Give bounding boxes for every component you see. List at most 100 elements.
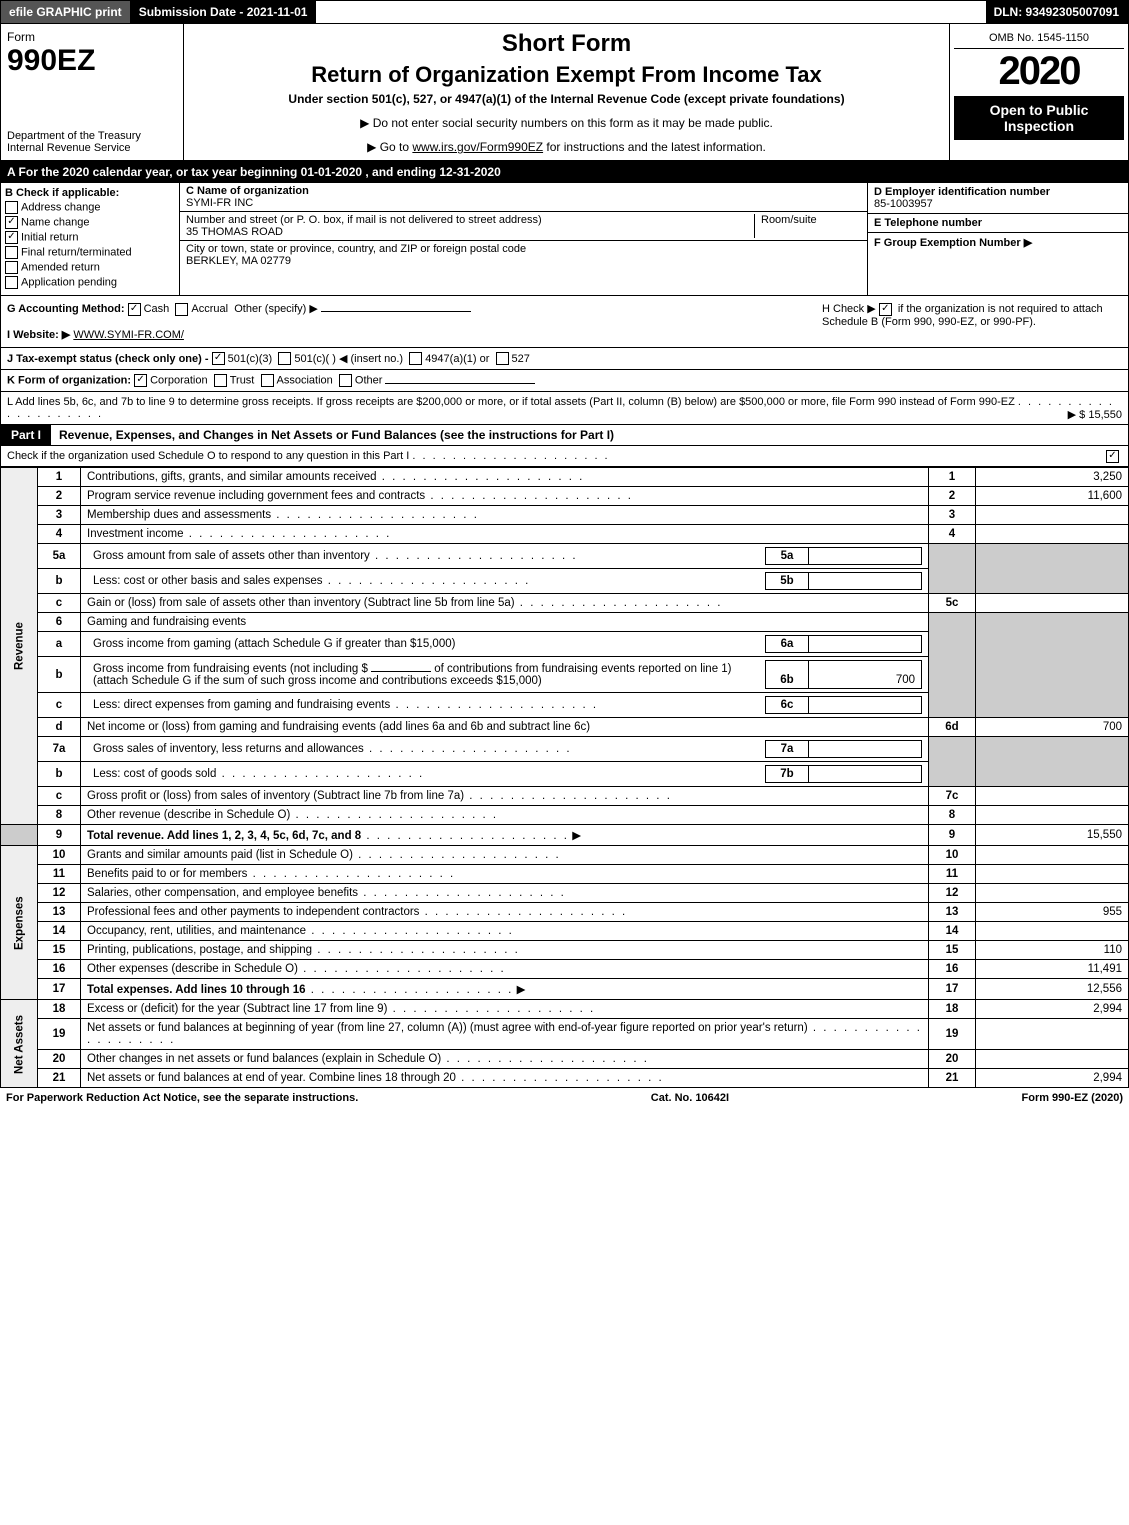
room-label: Room/suite [761,214,817,226]
line5a-innerbox: 5a [766,548,809,565]
line1-num: 1 [38,468,81,487]
line1-desc: Contributions, gifts, grants, and simila… [87,471,377,483]
line16-desc: Other expenses (describe in Schedule O) [87,963,298,975]
line6d-amt: 700 [976,718,1129,737]
part1-title: Revenue, Expenses, and Changes in Net As… [51,428,614,442]
line20-box: 20 [929,1050,976,1069]
line-6: 6 Gaming and fundraising events [1,613,1129,632]
cb-name-change[interactable]: Name change [5,216,175,229]
line5ab-shaded-amt [976,544,1129,594]
k-other: Other [355,375,383,387]
g-accrual: Accrual [191,303,228,315]
k-assoc-checkbox[interactable] [261,374,274,387]
cb-initial-return[interactable]: Initial return [5,231,175,244]
line6d-box: 6d [929,718,976,737]
line7ab-shaded-box [929,737,976,787]
k-other-checkbox[interactable] [339,374,352,387]
omb-number: OMB No. 1545-1150 [954,28,1124,49]
addr-value: 35 THOMAS ROAD [186,226,283,238]
line11-amt [976,865,1129,884]
line-7a: 7a Gross sales of inventory, less return… [1,737,1129,762]
cb-amended-return[interactable]: Amended return [5,261,175,274]
line12-num: 12 [38,884,81,903]
row-l: L Add lines 5b, 6c, and 7b to line 9 to … [0,392,1129,425]
line15-num: 15 [38,941,81,960]
line-18: Net Assets 18 Excess or (deficit) for th… [1,1000,1129,1019]
dept-irs: Internal Revenue Service [7,142,177,154]
line20-amt [976,1050,1129,1069]
form-number: 990EZ [7,44,95,77]
instr2-suffix: for instructions and the latest informat… [546,140,765,154]
line13-box: 13 [929,903,976,922]
line8-amt [976,806,1129,825]
cb-final-return[interactable]: Final return/terminated [5,246,175,259]
line-13: 13 Professional fees and other payments … [1,903,1129,922]
h-checkbox[interactable] [879,303,892,316]
form-header: Form 990EZ Department of the Treasury In… [0,24,1129,161]
line-8: 8 Other revenue (describe in Schedule O)… [1,806,1129,825]
line18-desc: Excess or (deficit) for the year (Subtra… [87,1003,387,1015]
g-cash-checkbox[interactable] [128,303,141,316]
g-accrual-checkbox[interactable] [175,303,188,316]
line17-amt: 12,556 [976,979,1129,1000]
line6b-num: b [38,657,81,693]
instr-1: ▶ Do not enter social security numbers o… [190,116,943,130]
i-website-link[interactable]: WWW.SYMI-FR.COM/ [73,329,184,341]
line21-box: 21 [929,1069,976,1088]
efile-print-button[interactable]: efile GRAPHIC print [1,1,131,23]
line19-amt [976,1019,1129,1050]
j-4947-checkbox[interactable] [409,352,422,365]
line-7c: c Gross profit or (loss) from sales of i… [1,787,1129,806]
j-501c-checkbox[interactable] [278,352,291,365]
row-j: J Tax-exempt status (check only one) - 5… [0,348,1129,371]
k-other-input[interactable] [385,383,535,384]
cb-application-pending[interactable]: Application pending [5,276,175,289]
j-label: J Tax-exempt status (check only one) - [7,353,209,365]
dln-label: DLN: 93492305007091 [986,1,1128,23]
instr2-prefix: ▶ Go to [367,140,412,154]
short-form-title: Short Form [190,30,943,58]
k-corp: Corporation [150,375,207,387]
k-assoc: Association [277,375,333,387]
col-b-checkboxes: B Check if applicable: Address change Na… [1,183,180,295]
line9-box: 9 [929,825,976,846]
form-word: Form [7,30,35,44]
k-trust-checkbox[interactable] [214,374,227,387]
line19-num: 19 [38,1019,81,1050]
g-cash: Cash [144,303,170,315]
line14-num: 14 [38,922,81,941]
k-corp-checkbox[interactable] [134,374,147,387]
footer-mid: Cat. No. 10642I [651,1092,729,1104]
g-label: G Accounting Method: [7,303,125,315]
e-label: E Telephone number [874,217,982,229]
subtitle: Under section 501(c), 527, or 4947(a)(1)… [190,92,943,106]
g-other-input[interactable] [321,311,471,312]
f-label: F Group Exemption Number ▶ [874,237,1032,249]
line-1: Revenue 1 Contributions, gifts, grants, … [1,468,1129,487]
instr2-link[interactable]: www.irs.gov/Form990EZ [412,140,543,154]
line6-num: 6 [38,613,81,632]
city-value: BERKLEY, MA 02779 [186,255,291,267]
line5a-num: 5a [38,544,81,569]
line3-num: 3 [38,506,81,525]
line3-amt [976,506,1129,525]
line6d-desc: Net income or (loss) from gaming and fun… [87,721,590,733]
line17-box: 17 [929,979,976,1000]
part1-checkbox[interactable] [1106,450,1119,463]
footer: For Paperwork Reduction Act Notice, see … [0,1088,1129,1108]
line5a-desc: Gross amount from sale of assets other t… [93,550,370,562]
j-527-checkbox[interactable] [496,352,509,365]
line16-box: 16 [929,960,976,979]
line6b-blank[interactable] [371,671,431,672]
submission-date-button[interactable]: Submission Date - 2021-11-01 [131,1,317,23]
line2-box: 2 [929,487,976,506]
j-501c3-checkbox[interactable] [212,352,225,365]
line11-box: 11 [929,865,976,884]
line12-box: 12 [929,884,976,903]
line5b-desc: Less: cost or other basis and sales expe… [93,575,323,587]
line10-amt [976,846,1129,865]
line7c-amt [976,787,1129,806]
line12-desc: Salaries, other compensation, and employ… [87,887,358,899]
line3-desc: Membership dues and assessments [87,509,271,521]
cb-address-change[interactable]: Address change [5,201,175,214]
